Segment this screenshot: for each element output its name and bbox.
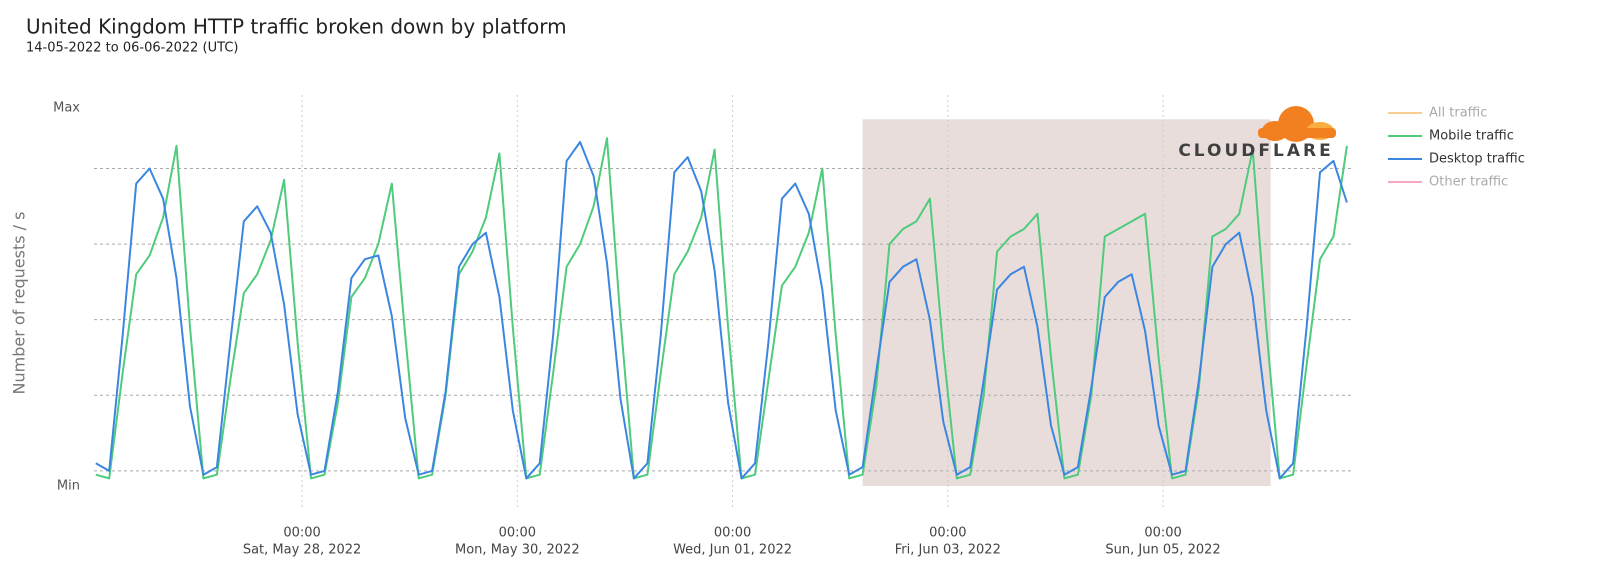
x-tick-label: Sun, Jun 05, 2022	[1105, 543, 1220, 558]
legend-label: Other traffic	[1429, 175, 1508, 190]
logo: CLOUDFLARE	[1178, 106, 1336, 161]
x-tick-label: 00:00	[714, 526, 751, 541]
y-axis-label: Number of requests / s	[10, 212, 29, 395]
y-tick-label: Max	[53, 101, 80, 116]
x-tick-label: 00:00	[283, 526, 320, 541]
x-tick-label: Fri, Jun 03, 2022	[895, 543, 1001, 558]
plot-area: Min Max 00:00 Sat, May 28, 2022 00:00 Mon, Ma…	[53, 95, 1352, 558]
series-line	[95, 137, 1348, 480]
series-line	[95, 141, 1348, 480]
x-tick-label: 00:00	[1144, 526, 1181, 541]
chart-subtitle: 14-05-2022 to 06-06-2022 (UTC)	[26, 41, 238, 56]
logo-cloud	[1258, 128, 1336, 138]
x-tick-label: 00:00	[499, 526, 536, 541]
highlight-band	[862, 119, 1271, 486]
x-tick-label: 00:00	[929, 526, 966, 541]
y-tick-label: Min	[57, 479, 80, 494]
legend-label: Mobile traffic	[1429, 129, 1514, 144]
legend-label: Desktop traffic	[1429, 152, 1525, 167]
legend-label: All traffic	[1429, 106, 1487, 121]
x-tick-label: Mon, May 30, 2022	[455, 543, 580, 558]
legend: All traffic Mobile traffic Desktop traffic…	[1388, 106, 1525, 190]
x-tick-label: Sat, May 28, 2022	[243, 543, 361, 558]
chart-title: United Kingdom HTTP traffic broken down …	[26, 15, 567, 39]
x-tick-label: Wed, Jun 01, 2022	[673, 543, 792, 558]
logo-text: CLOUDFLARE	[1178, 141, 1333, 161]
